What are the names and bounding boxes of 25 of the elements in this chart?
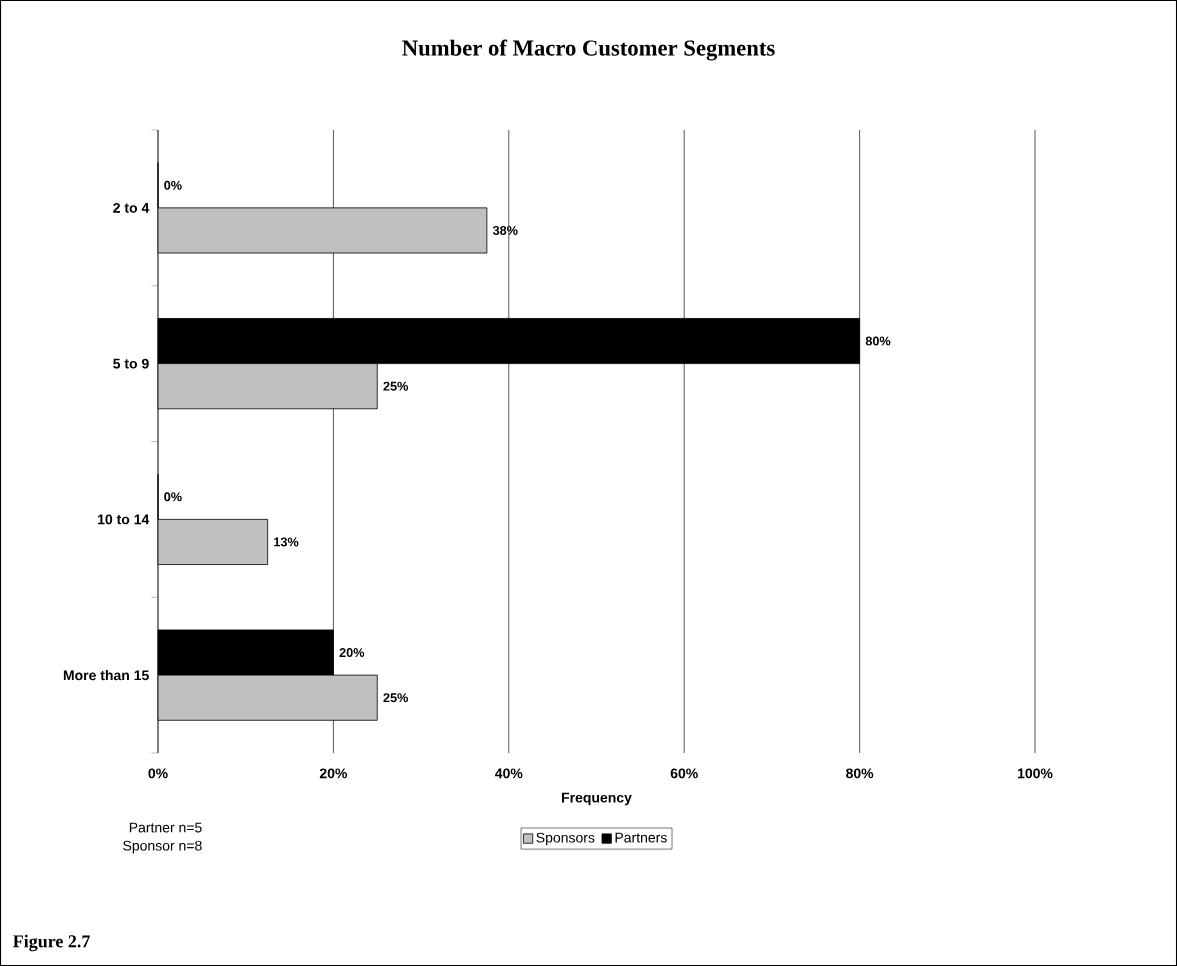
y-tick-label: 5 to 9 — [113, 358, 149, 369]
x-tick-label: 40% — [495, 768, 523, 779]
data-label: 20% — [339, 648, 365, 658]
data-label: 13% — [274, 537, 299, 547]
caption: Figure 2.7 — [13, 934, 90, 952]
x-tick-label: 20% — [319, 768, 348, 779]
y-tick-label: 2 to 4 — [113, 202, 150, 213]
text: Sponsor n=8 — [123, 840, 202, 854]
data-label: 25% — [383, 381, 409, 391]
data-label: 0% — [164, 180, 182, 190]
x-tick-label: 80% — [846, 768, 874, 779]
y-tick-label: More than 15 — [63, 669, 149, 681]
legend-label: Sponsors — [536, 832, 595, 846]
data-label: 80% — [865, 336, 891, 346]
data-label: 38% — [492, 225, 518, 235]
text: Partner n=5 — [129, 822, 202, 833]
x-axis-title: Frequency — [562, 792, 632, 806]
x-tick-label: 0% — [148, 768, 168, 779]
legend-label: Partners — [615, 832, 667, 843]
y-tick-label: 10 to 14 — [98, 514, 150, 525]
chart-title: Number of Macro Customer Segments — [402, 39, 775, 61]
x-tick-label: 100% — [1017, 768, 1053, 779]
data-label: 25% — [383, 693, 409, 703]
x-tick-label: 60% — [670, 768, 698, 779]
data-label: 0% — [164, 492, 182, 502]
